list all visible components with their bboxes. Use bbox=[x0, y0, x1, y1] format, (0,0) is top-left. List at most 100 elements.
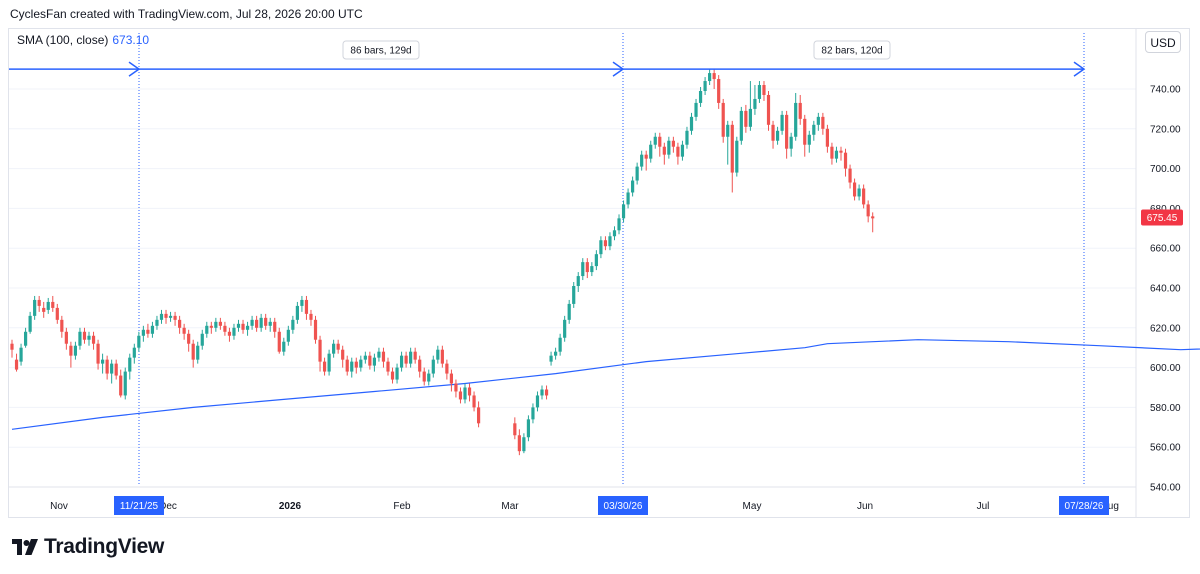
candle bbox=[173, 311, 177, 326]
candle bbox=[748, 81, 752, 131]
candle-body bbox=[698, 90, 703, 103]
candle bbox=[78, 327, 82, 350]
candle-body bbox=[440, 349, 444, 364]
candle bbox=[590, 262, 594, 277]
candle-body bbox=[409, 351, 413, 364]
candle-body bbox=[775, 130, 780, 141]
candle-body bbox=[635, 166, 639, 181]
candle bbox=[341, 345, 345, 368]
candle-body bbox=[554, 351, 558, 356]
candle bbox=[830, 142, 834, 165]
candle bbox=[146, 323, 150, 338]
candle bbox=[658, 132, 662, 157]
candle-body bbox=[182, 327, 186, 334]
candle-body bbox=[531, 407, 535, 420]
candle-body bbox=[463, 387, 467, 400]
candle bbox=[631, 176, 635, 197]
candle bbox=[617, 214, 621, 235]
candle bbox=[563, 315, 567, 342]
candle-body bbox=[164, 313, 168, 318]
candle-body bbox=[427, 373, 431, 382]
tradingview-logo[interactable]: TradingView bbox=[12, 535, 164, 559]
x-tick-label: 2026 bbox=[279, 501, 302, 512]
candle bbox=[128, 353, 132, 380]
candle-body bbox=[73, 345, 78, 356]
candle-body bbox=[55, 307, 59, 320]
candle bbox=[114, 359, 118, 380]
candle bbox=[472, 391, 476, 412]
y-tick-label: 700.00 bbox=[1150, 164, 1181, 175]
chart-frame bbox=[8, 28, 1190, 518]
candle-body bbox=[739, 110, 743, 141]
candle bbox=[762, 81, 766, 101]
candle-body bbox=[617, 218, 621, 231]
date-marker-tag bbox=[1059, 496, 1109, 515]
candle-body bbox=[626, 192, 630, 205]
y-tick-label: 620.00 bbox=[1150, 323, 1181, 334]
candle-body bbox=[454, 383, 458, 392]
candle-body bbox=[82, 331, 87, 340]
candle bbox=[227, 327, 232, 342]
candle bbox=[467, 383, 472, 402]
candle-body bbox=[178, 319, 182, 328]
measure-label: 86 bars, 129d bbox=[350, 46, 411, 57]
candle-body bbox=[744, 110, 748, 127]
candle-body bbox=[866, 204, 870, 217]
candle-body bbox=[332, 343, 336, 354]
candle bbox=[567, 299, 571, 324]
candle bbox=[626, 188, 630, 209]
currency-button[interactable]: USD bbox=[1145, 31, 1181, 53]
candle bbox=[794, 92, 798, 141]
y-tick-label: 720.00 bbox=[1150, 124, 1181, 135]
candle bbox=[119, 369, 123, 398]
candle bbox=[440, 345, 444, 368]
candle-body bbox=[10, 343, 14, 350]
candle-body bbox=[318, 339, 322, 362]
candle bbox=[653, 132, 657, 149]
y-tick-label: 680.00 bbox=[1150, 204, 1181, 215]
candle-body bbox=[187, 333, 191, 344]
candle bbox=[857, 184, 861, 201]
candle bbox=[803, 114, 807, 157]
candle-body bbox=[694, 102, 698, 117]
candle-body bbox=[871, 216, 875, 219]
sma-indicator-legend[interactable]: SMA (100, close) 673.10 bbox=[17, 33, 149, 47]
candle bbox=[336, 339, 340, 354]
candle-body bbox=[445, 363, 449, 374]
x-tick-label: Mar bbox=[501, 501, 519, 512]
candle-body bbox=[852, 182, 857, 197]
candle-body bbox=[843, 152, 848, 169]
candle bbox=[694, 98, 698, 121]
candle-body bbox=[753, 98, 757, 109]
candle bbox=[640, 150, 644, 171]
candle-body bbox=[273, 321, 277, 332]
candle-body bbox=[517, 435, 521, 452]
candle-body bbox=[96, 343, 100, 364]
candle-body bbox=[748, 108, 752, 127]
candle bbox=[454, 379, 458, 398]
candle bbox=[717, 75, 721, 109]
candle-body bbox=[834, 150, 839, 159]
candle-body bbox=[309, 313, 313, 320]
candle-body bbox=[535, 395, 540, 408]
candle bbox=[427, 369, 431, 386]
measure-label-box bbox=[342, 40, 420, 60]
candle-body bbox=[123, 371, 127, 396]
candle-body bbox=[291, 319, 295, 330]
candle bbox=[766, 90, 771, 131]
candle bbox=[848, 164, 852, 189]
candle-body bbox=[540, 389, 544, 396]
candle bbox=[458, 387, 463, 404]
candle-body bbox=[567, 303, 571, 320]
candle bbox=[549, 351, 553, 366]
candle bbox=[572, 282, 576, 308]
candle bbox=[726, 120, 730, 165]
candle-body bbox=[250, 319, 254, 326]
candle bbox=[137, 331, 141, 352]
sma-indicator-value: 673.10 bbox=[112, 33, 150, 47]
candle bbox=[744, 104, 748, 133]
candle bbox=[309, 309, 313, 326]
candle-body bbox=[354, 361, 358, 368]
candle-body bbox=[640, 154, 644, 167]
